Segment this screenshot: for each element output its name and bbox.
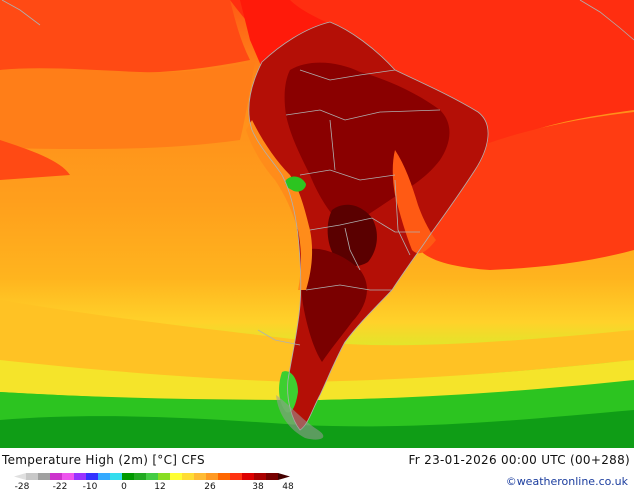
legend-swatch bbox=[86, 473, 99, 480]
legend-tick-label: 26 bbox=[204, 482, 216, 490]
legend-swatch bbox=[74, 473, 87, 480]
legend-swatch bbox=[206, 473, 219, 480]
pacific-warm-band bbox=[0, 62, 255, 150]
legend-swatch bbox=[194, 473, 207, 480]
brazil-coast-warm bbox=[392, 150, 436, 254]
legend-swatch bbox=[158, 473, 171, 480]
caribbean-hot bbox=[240, 0, 350, 68]
legend-swatch bbox=[98, 473, 111, 480]
legend-tick-label: -10 bbox=[83, 482, 98, 490]
legend-tick-label: -28 bbox=[15, 482, 30, 490]
legend-swatch bbox=[278, 473, 290, 480]
country-borders bbox=[1, 0, 634, 431]
map-title: Temperature High (2m) [°C] CFS bbox=[2, 453, 205, 467]
legend-swatch bbox=[50, 473, 63, 480]
legend-swatch bbox=[242, 473, 255, 480]
legend-swatch bbox=[110, 473, 123, 480]
gran-chaco-hottest bbox=[327, 204, 377, 267]
legend-swatch bbox=[170, 473, 183, 480]
legend-swatch bbox=[62, 473, 75, 480]
pacific-hot-zone bbox=[0, 0, 250, 73]
tierra-del-fuego bbox=[276, 395, 324, 440]
legend-tick-label: 12 bbox=[154, 482, 165, 490]
legend-tick-label: -22 bbox=[53, 482, 68, 490]
legend-swatch bbox=[26, 473, 39, 480]
forecast-datetime: Fr 23-01-2026 00:00 UTC (00+288) bbox=[408, 453, 630, 467]
temperature-map bbox=[0, 0, 634, 448]
legend-swatch bbox=[266, 473, 279, 480]
andes-cool-strip bbox=[246, 120, 313, 290]
south-yellow-band bbox=[0, 360, 634, 400]
legend-swatch bbox=[38, 473, 51, 480]
legend-swatch bbox=[122, 473, 135, 480]
legend-swatch bbox=[146, 473, 159, 480]
legend-swatch bbox=[218, 473, 231, 480]
altiplano-green-spot bbox=[285, 176, 306, 192]
legend-swatch bbox=[14, 473, 26, 480]
legend-swatch bbox=[134, 473, 147, 480]
legend-swatch bbox=[230, 473, 243, 480]
argentina-hot bbox=[301, 248, 367, 362]
legend-tick-label: 0 bbox=[121, 482, 127, 490]
south-cool-band bbox=[0, 300, 634, 383]
credit-link[interactable]: ©weatheronline.co.uk bbox=[505, 475, 628, 488]
color-scale-legend: -28 -22 -10 0 12 26 38 48 bbox=[14, 473, 294, 490]
east-pacific-warm bbox=[0, 140, 70, 180]
map-footer: Temperature High (2m) [°C] CFS Fr 23-01-… bbox=[0, 448, 634, 490]
legend-swatch bbox=[182, 473, 195, 480]
southern-dark-green bbox=[0, 410, 634, 448]
legend-swatch bbox=[254, 473, 267, 480]
legend-tick-label: 48 bbox=[282, 482, 294, 490]
legend-tick-label: 38 bbox=[252, 482, 264, 490]
